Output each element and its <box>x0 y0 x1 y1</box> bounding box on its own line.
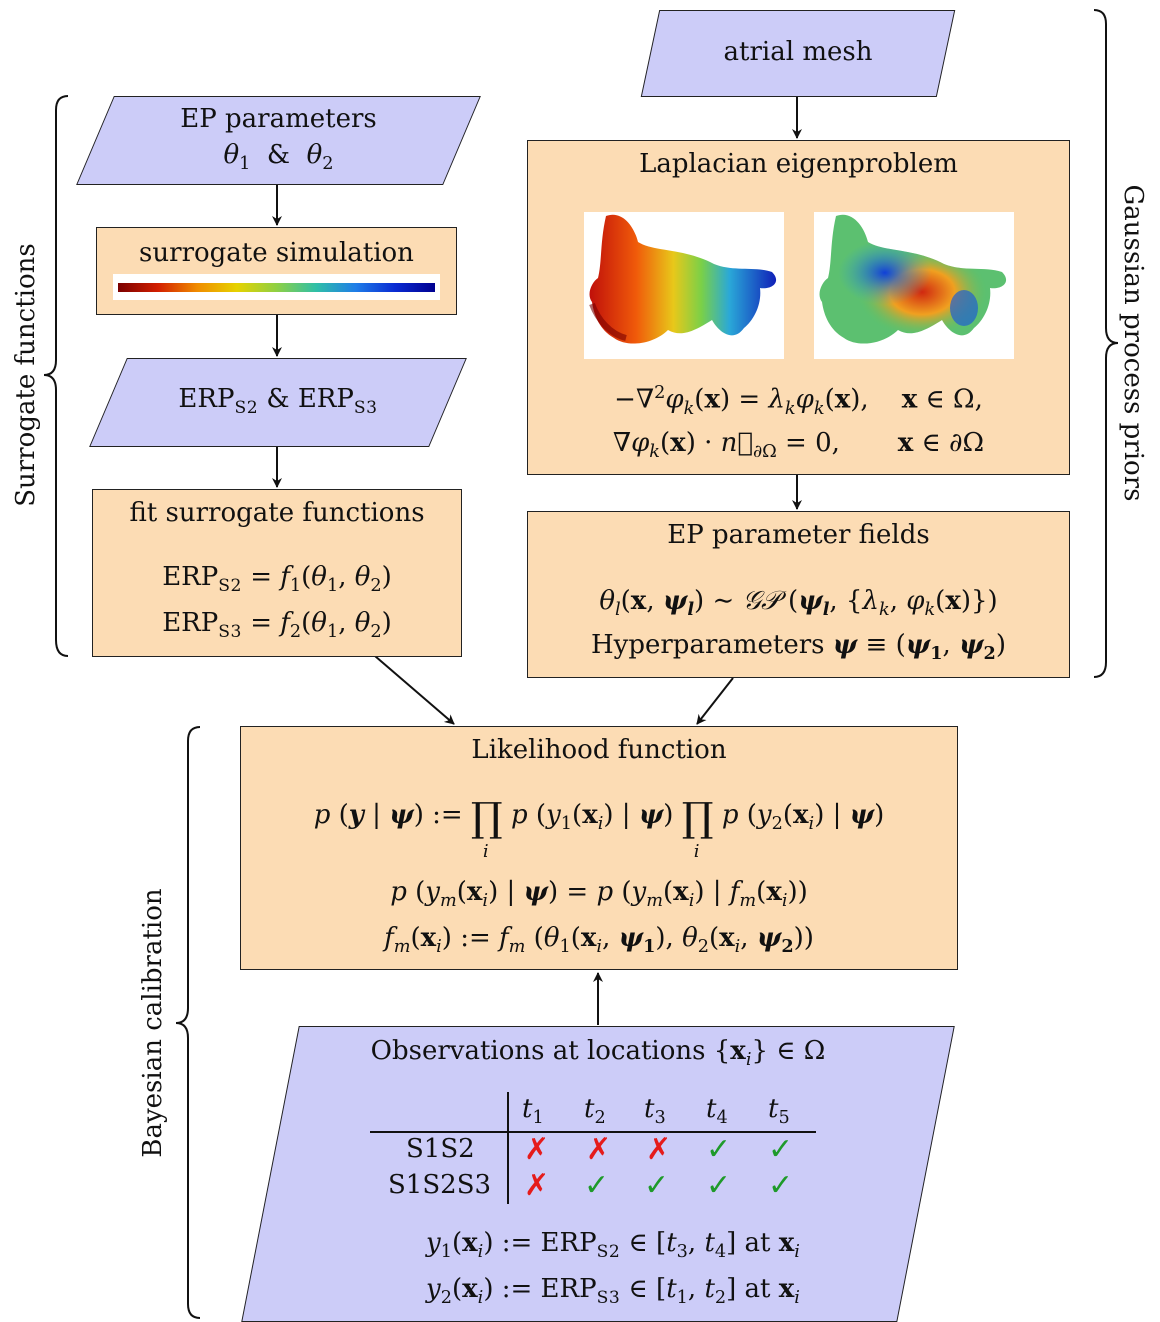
label-gaussian-process-priors: Gaussian process priors <box>1118 184 1148 502</box>
col-t1: t1 <box>522 1094 544 1129</box>
fit-surrogate-node: fit surrogate functions ERPS2 = f1(θ1, θ… <box>92 489 462 657</box>
likelihood-eq3: fm(xi) := fm (θ1(xi, ψ1), θ2(xi, ψ2)) <box>384 923 814 958</box>
ep-parameters-node: EP parameters θ1 & θ2 <box>76 96 481 185</box>
check-mark: ✓ <box>768 1132 794 1167</box>
surrogate-simulation-title: surrogate simulation <box>139 238 414 268</box>
row-label-s1s2s3: S1S2S3 <box>388 1170 492 1200</box>
erp-node: ERPS2 & ERPS3 <box>89 358 467 447</box>
observations-def2: y2(xi) := ERPS3 ∈ [t1, t2] at xi <box>426 1274 800 1309</box>
col-t3: t3 <box>644 1094 666 1129</box>
likelihood-eq1: p (y | ψ) := ∏ i p (y1(xi) | ψ) ∏ i p (y2(… <box>313 795 885 862</box>
observation-table: t1 t2 t3 t4 t5 S1S2 ✗ ✗ ✗ ✓ ✓ S1S2S3 ✗ ✓… <box>370 1092 816 1204</box>
cross-mark: ✗ <box>646 1132 672 1167</box>
cross-mark: ✗ <box>524 1168 550 1203</box>
atrial-mesh-title: atrial mesh <box>723 37 873 67</box>
check-mark: ✓ <box>768 1168 794 1203</box>
brace-surrogate <box>43 95 69 657</box>
fit-surrogate-title: fit surrogate functions <box>129 498 425 528</box>
brace-gaussian <box>1093 9 1119 678</box>
row-label-s1s2: S1S2 <box>406 1134 475 1164</box>
col-t2: t2 <box>584 1094 606 1129</box>
fit-eq1: ERPS2 = f1(θ1, θ2) <box>162 562 392 597</box>
ep-fields-title: EP parameter fields <box>667 520 930 550</box>
check-mark: ✓ <box>706 1168 732 1203</box>
col-t5: t5 <box>768 1094 790 1129</box>
arrow-fields-to-likelihood <box>696 677 734 725</box>
cross-mark: ✗ <box>586 1132 612 1167</box>
colorbar <box>113 274 440 300</box>
laplacian-title: Laplacian eigenproblem <box>639 149 958 179</box>
col-t4: t4 <box>706 1094 728 1129</box>
atrial-mesh-render-1 <box>584 212 784 359</box>
laplacian-eq1: −∇2φk(x) = λkφk(x), x ∈ Ω, <box>614 383 983 419</box>
ep-fields-eq2: Hyperparameters ψ ≡ (ψ1, ψ2) <box>590 630 1006 665</box>
fit-eq2: ERPS3 = f2(θ1, θ2) <box>162 608 392 643</box>
likelihood-title: Likelihood function <box>471 735 727 765</box>
surrogate-simulation-node: surrogate simulation <box>96 227 457 315</box>
laplacian-node: Laplacian eigenproblem <box>527 140 1070 475</box>
ep-parameters-thetas: θ1 & θ2 <box>223 140 334 175</box>
ep-fields-node: EP parameter fields θl(x, ψl) ∼ 𝒢𝒫 (ψl, … <box>527 511 1070 678</box>
brace-bayesian <box>175 726 201 1319</box>
observations-def1: y1(xi) := ERPS2 ∈ [t3, t4] at xi <box>426 1228 800 1263</box>
observations-node: Observations at locations {xi} ∈ Ω t1 t2… <box>241 1026 955 1322</box>
likelihood-eq2: p (ym(xi) | ψ) = p (ym(xi) | fm(xi)) <box>390 877 808 912</box>
erp-text: ERPS2 & ERPS3 <box>178 384 378 419</box>
likelihood-node: Likelihood function p (y | ψ) := ∏ i p (y… <box>240 726 958 970</box>
check-mark: ✓ <box>644 1168 670 1203</box>
check-mark: ✓ <box>584 1168 610 1203</box>
arrow-fit-to-likelihood <box>374 655 455 725</box>
ep-fields-eq1: θl(x, ψl) ∼ 𝒢𝒫 (ψl, {λk, φk(x)}) <box>599 586 998 621</box>
atrial-mesh-node: atrial mesh <box>640 10 956 97</box>
observations-title: Observations at locations {xi} ∈ Ω <box>370 1036 826 1071</box>
ep-parameters-title: EP parameters <box>180 104 377 134</box>
label-bayesian-calibration: Bayesian calibration <box>138 888 168 1158</box>
label-surrogate-functions: Surrogate functions <box>11 243 41 507</box>
laplacian-eq2: ∇φk(x) · n⃗∂Ω = 0, x ∈ ∂Ω <box>612 428 985 463</box>
cross-mark: ✗ <box>524 1132 550 1167</box>
atrial-mesh-render-2 <box>814 212 1014 359</box>
check-mark: ✓ <box>706 1132 732 1167</box>
